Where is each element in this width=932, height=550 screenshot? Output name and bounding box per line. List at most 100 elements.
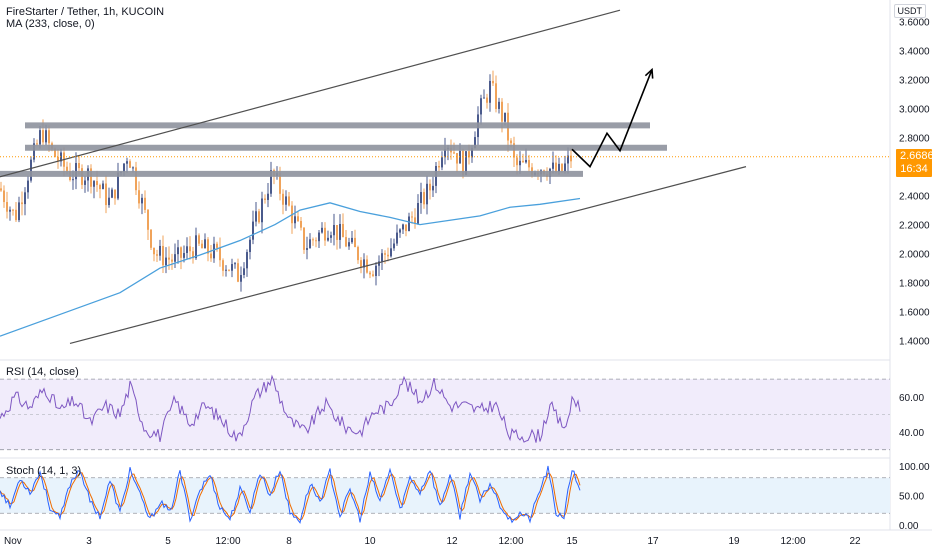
price-tick-label: 3.6000	[899, 18, 930, 29]
candle-body	[108, 197, 110, 206]
candle-body	[501, 101, 503, 122]
candle-body	[324, 227, 326, 241]
rsi-legend[interactable]: RSI (14, close)	[6, 366, 79, 378]
candle-body	[468, 151, 470, 158]
symbol-title[interactable]: FireStarter / Tether, 1h, KUCOIN	[6, 6, 165, 18]
current-price-badge: 2.6686 16:34	[896, 148, 932, 177]
candle-body	[423, 192, 425, 205]
price-tick-label: 2.4000	[899, 192, 930, 203]
candle-body	[414, 217, 416, 224]
candle-body	[432, 185, 434, 191]
stoch-legend[interactable]: Stoch (14, 1, 3)	[6, 465, 82, 477]
candle-body	[420, 192, 422, 204]
candle-body	[189, 246, 191, 252]
candle-body	[27, 180, 29, 193]
candle-body	[564, 163, 566, 172]
candle-body	[390, 248, 392, 257]
candle-body	[402, 224, 404, 230]
candle-body	[222, 260, 224, 271]
candle-body	[264, 198, 266, 200]
time-tick-label: 12	[446, 536, 458, 547]
candle-body	[90, 168, 92, 187]
candle-body	[381, 253, 383, 262]
candle-body	[348, 242, 350, 247]
candle-body	[147, 209, 149, 230]
candle-body	[270, 170, 272, 194]
candle-body	[138, 190, 140, 204]
candle-body	[552, 162, 554, 169]
candle-body	[126, 161, 128, 164]
candle-body	[216, 243, 218, 248]
candle-body	[18, 202, 20, 221]
candle-body	[78, 163, 80, 169]
candle-body	[336, 224, 338, 240]
candle-body	[327, 237, 329, 241]
candle-body	[411, 216, 413, 218]
candle-body	[570, 155, 572, 162]
rsi-line	[0, 374, 581, 443]
candle-body	[195, 235, 197, 259]
candle-body	[105, 183, 107, 206]
candle-body	[258, 211, 260, 223]
candle-body	[267, 193, 269, 200]
candle-body	[255, 211, 257, 222]
time-tick-label: 12:00	[215, 536, 240, 547]
price-tick-label: 2.0000	[899, 250, 930, 261]
candle-body	[522, 160, 524, 163]
price-tick-label: 2.8000	[899, 134, 930, 145]
candle-body	[288, 196, 290, 206]
candle-body	[201, 243, 203, 249]
candle-body	[21, 202, 23, 205]
candle-body	[504, 112, 506, 122]
candle-body	[369, 272, 371, 275]
rsi-tick-label: 60.00	[899, 393, 924, 404]
candle-body	[45, 130, 47, 143]
candle-body	[246, 252, 248, 269]
candle-body	[39, 130, 41, 145]
candle-body	[3, 190, 5, 203]
candle-body	[36, 143, 38, 145]
currency-badge[interactable]: USDT	[893, 4, 926, 18]
candle-body	[528, 159, 530, 168]
candle-body	[345, 237, 347, 247]
candle-body	[375, 265, 377, 276]
candles-group	[0, 70, 572, 292]
candle-body	[192, 251, 194, 259]
candle-body	[321, 227, 323, 233]
projection-path	[571, 69, 653, 168]
candle-body	[474, 137, 476, 149]
candle-body	[489, 80, 491, 103]
stoch-d-line	[0, 472, 581, 521]
candle-body	[342, 223, 344, 238]
candle-body	[405, 224, 407, 232]
price-tick-label: 3.0000	[899, 105, 930, 116]
candle-body	[84, 180, 86, 185]
candle-body	[351, 237, 353, 243]
channel-line-2	[69, 166, 747, 344]
candle-body	[249, 239, 251, 253]
candle-body	[186, 246, 188, 254]
candle-body	[393, 243, 395, 249]
ma-legend[interactable]: MA (233, close, 0)	[6, 18, 95, 30]
candle-body	[210, 253, 212, 259]
candle-body	[156, 254, 158, 256]
candle-body	[462, 150, 464, 175]
time-tick-label: 17	[647, 536, 659, 547]
candle-body	[444, 149, 446, 158]
candle-body	[372, 274, 374, 276]
price-tick-label: 2.2000	[899, 221, 930, 232]
ma-line	[0, 197, 581, 337]
price-tick-label: 1.6000	[899, 308, 930, 319]
candle-body	[312, 239, 314, 241]
candle-body	[483, 97, 485, 99]
candle-body	[333, 224, 335, 236]
candle-body	[429, 183, 431, 191]
candle-body	[30, 159, 32, 181]
candle-body	[114, 189, 116, 199]
candle-body	[384, 253, 386, 255]
candle-body	[516, 157, 518, 166]
candle-body	[213, 243, 215, 259]
candle-body	[168, 257, 170, 260]
